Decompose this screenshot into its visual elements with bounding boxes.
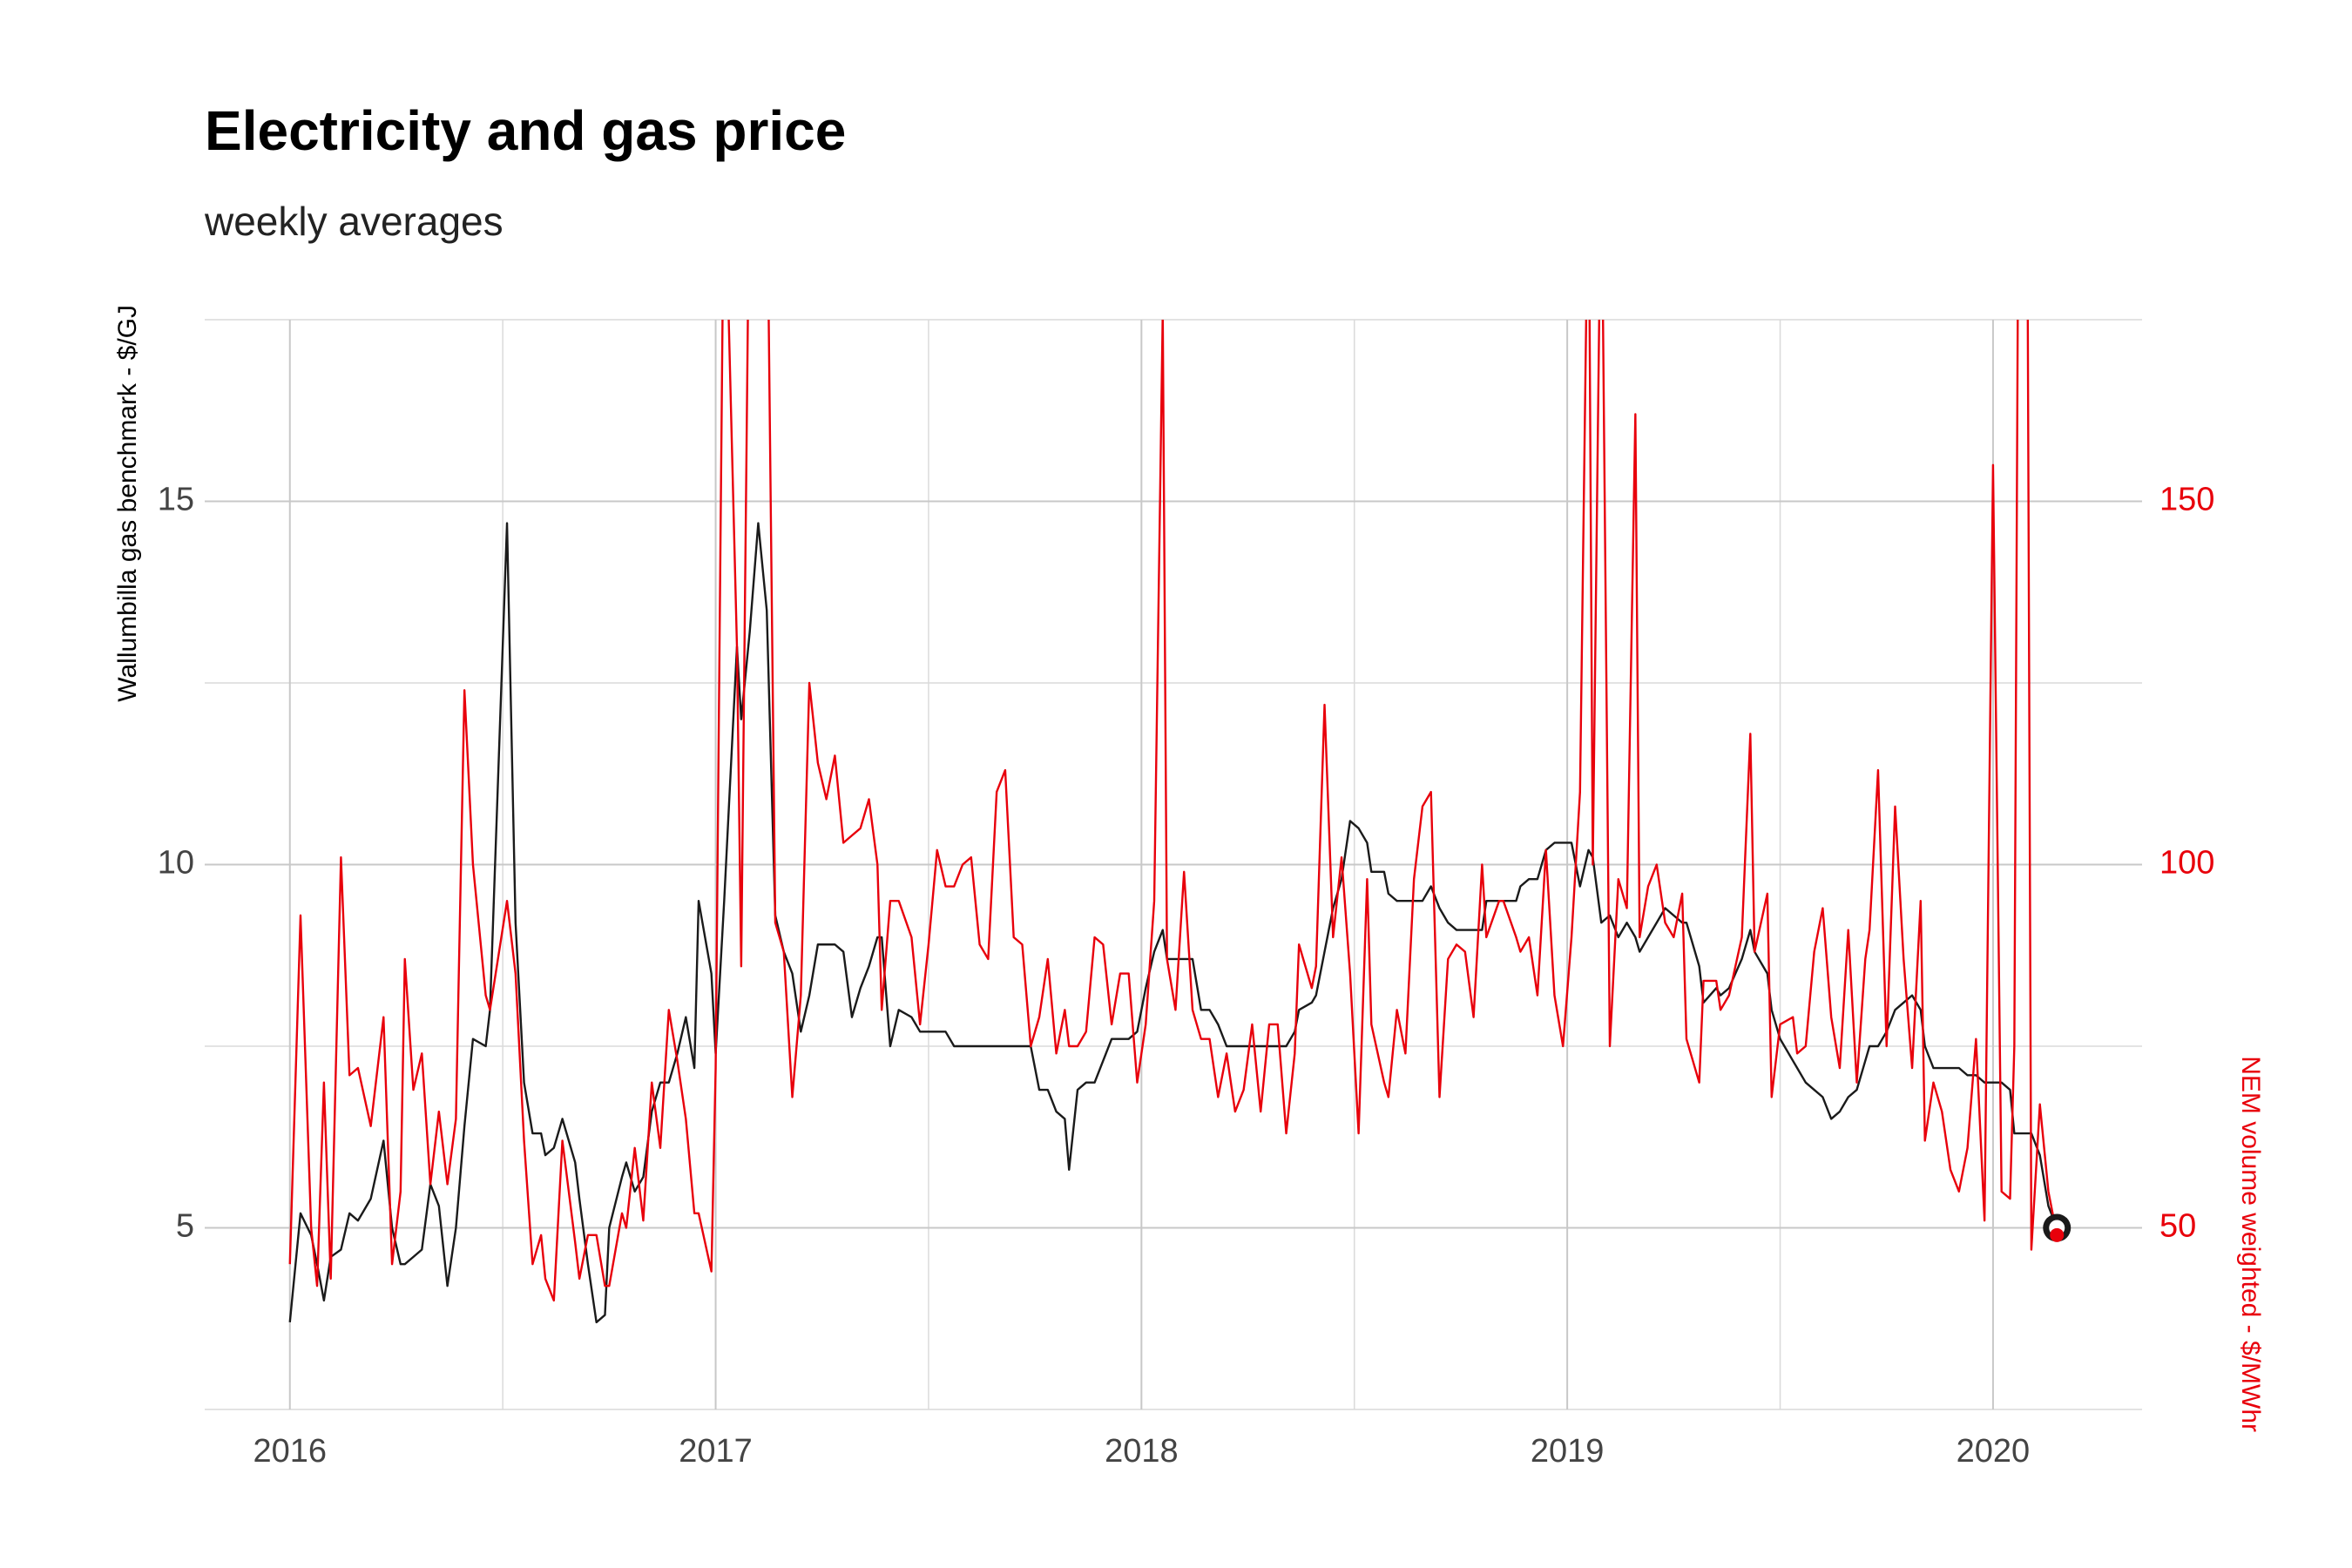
chart-subtitle: weekly averages bbox=[204, 199, 504, 244]
x-tick-label: 2020 bbox=[1957, 1433, 2031, 1470]
y2-axis-label: NEM volume weighted - $/MWhr bbox=[2236, 1056, 2265, 1432]
y-tick-label: 15 bbox=[158, 482, 194, 518]
grid bbox=[205, 319, 2142, 1410]
x-tick-label: 2019 bbox=[1531, 1433, 1605, 1470]
y2-tick-label: 50 bbox=[2159, 1208, 2196, 1245]
end-points bbox=[2043, 1213, 2072, 1242]
y2-tick-label: 100 bbox=[2159, 845, 2214, 882]
y-tick-label: 5 bbox=[176, 1208, 194, 1245]
x-tick-label: 2016 bbox=[253, 1433, 327, 1470]
y-axis-label: Wallumbilla gas benchmark - $/GJ bbox=[113, 305, 142, 702]
series-line bbox=[288, 522, 2058, 1324]
series-line bbox=[288, 320, 2058, 1302]
end-point bbox=[2050, 1227, 2065, 1242]
x-tick-label: 2017 bbox=[679, 1433, 753, 1470]
y2-tick-label: 150 bbox=[2159, 482, 2214, 518]
plot-area bbox=[288, 320, 2058, 1324]
chart-title: Electricity and gas price bbox=[205, 99, 846, 162]
x-tick-label: 2018 bbox=[1105, 1433, 1179, 1470]
y-tick-label: 10 bbox=[158, 845, 194, 882]
